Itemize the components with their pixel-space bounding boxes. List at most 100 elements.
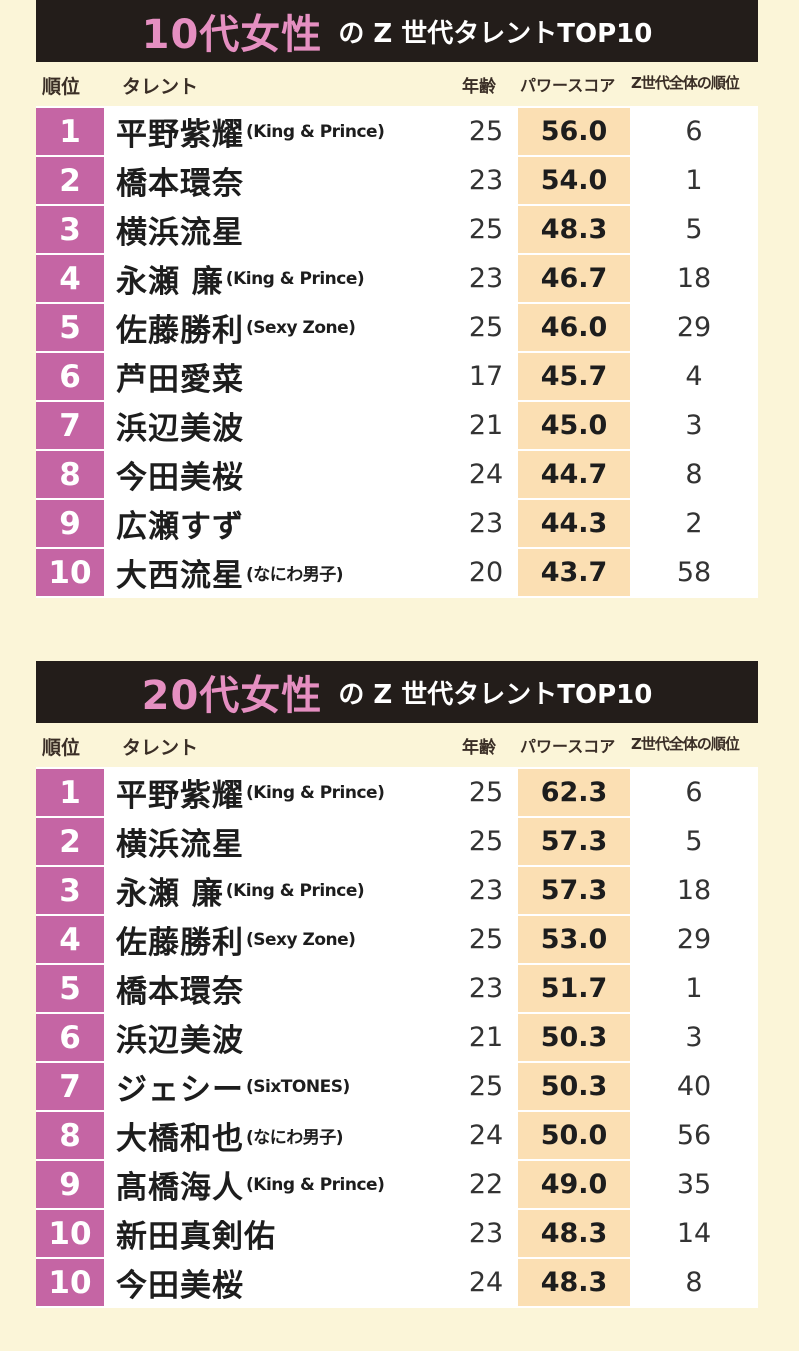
column-header-talent: タレント	[122, 737, 199, 759]
talent-name: 平野紫耀	[116, 778, 244, 814]
age-cell: 25	[468, 116, 504, 147]
table-row: 7 浜辺美波 21 45.0 3	[36, 400, 758, 449]
talent-name: 今田美桜	[116, 460, 244, 496]
talent-group: (SixTONES)	[246, 1076, 350, 1097]
talent-cell: 永瀬 廉 (King & Prince)	[116, 255, 365, 302]
rank-cell: 7	[36, 1063, 104, 1110]
talent-cell: 芦田愛菜	[116, 353, 246, 400]
age-cell: 20	[468, 557, 504, 588]
rank-cell: 3	[36, 867, 104, 914]
talent-name: 今田美桜	[116, 1268, 244, 1304]
power-score-cell: 44.3	[518, 500, 630, 547]
rank-cell: 10	[36, 549, 104, 596]
overall-rank-cell: 18	[676, 875, 712, 906]
table-row: 5 橋本環奈 23 51.7 1	[36, 963, 758, 1012]
talent-cell: 橋本環奈	[116, 965, 246, 1012]
talent-cell: 平野紫耀 (King & Prince)	[116, 769, 385, 816]
overall-rank-cell: 14	[676, 1218, 712, 1249]
age-cell: 25	[468, 777, 504, 808]
column-header-row: 順位 タレント 年齢 パワースコア Z世代全体の順位	[36, 723, 758, 767]
talent-cell: 佐藤勝利 (Sexy Zone)	[116, 916, 356, 963]
age-cell: 24	[468, 1120, 504, 1151]
overall-rank-cell: 29	[676, 312, 712, 343]
column-header-overall-rank: Z世代全体の順位	[631, 735, 740, 753]
talent-group: (King & Prince)	[225, 268, 365, 289]
table-title-banner: 10代女性 の Z 世代タレントTOP10	[36, 0, 758, 62]
overall-rank-cell: 6	[685, 777, 703, 808]
talent-cell: 今田美桜	[116, 451, 246, 498]
age-cell: 23	[468, 973, 504, 1004]
overall-rank-cell: 6	[685, 116, 703, 147]
talent-name: 橋本環奈	[116, 166, 244, 202]
overall-rank-cell: 40	[676, 1071, 712, 1102]
table-row: 4 永瀬 廉 (King & Prince) 23 46.7 18	[36, 253, 758, 302]
talent-name: 芦田愛菜	[116, 362, 244, 398]
table-row: 6 芦田愛菜 17 45.7 4	[36, 351, 758, 400]
power-score-cell: 45.7	[518, 353, 630, 400]
rank-cell: 7	[36, 402, 104, 449]
overall-rank-cell: 35	[676, 1169, 712, 1200]
age-cell: 24	[468, 459, 504, 490]
age-cell: 17	[468, 361, 504, 392]
talent-cell: 平野紫耀 (King & Prince)	[116, 108, 385, 155]
rank-cell: 3	[36, 206, 104, 253]
rank-cell: 8	[36, 451, 104, 498]
power-score-cell: 46.0	[518, 304, 630, 351]
power-score-cell: 44.7	[518, 451, 630, 498]
talent-cell: ジェシー (SixTONES)	[116, 1063, 350, 1110]
age-cell: 23	[468, 1218, 504, 1249]
overall-rank-cell: 5	[685, 826, 703, 857]
table-row: 10 新田真剣佑 23 48.3 14	[36, 1208, 758, 1257]
column-header-age: 年齢	[462, 738, 496, 758]
age-cell: 25	[468, 826, 504, 857]
talent-name: 永瀬 廉	[116, 264, 224, 300]
talent-cell: 永瀬 廉 (King & Prince)	[116, 867, 365, 914]
age-cell: 21	[468, 410, 504, 441]
talent-name: 永瀬 廉	[116, 876, 224, 912]
power-score-cell: 50.3	[518, 1014, 630, 1061]
ranking-table-teens: 10代女性 の Z 世代タレントTOP10 順位 タレント 年齢 パワースコア …	[36, 0, 758, 598]
rank-cell: 9	[36, 500, 104, 547]
power-score-cell: 54.0	[518, 157, 630, 204]
rank-cell: 2	[36, 157, 104, 204]
overall-rank-cell: 4	[685, 361, 703, 392]
talent-group: (King & Prince)	[246, 121, 385, 142]
table-row: 6 浜辺美波 21 50.3 3	[36, 1012, 758, 1061]
table-row: 10 大西流星 (なにわ男子) 20 43.7 58	[36, 547, 758, 598]
rank-cell: 6	[36, 1014, 104, 1061]
talent-name: 大西流星	[116, 558, 244, 594]
rank-cell: 6	[36, 353, 104, 400]
talent-name: 横浜流星	[116, 215, 244, 251]
talent-name: 浜辺美波	[116, 411, 244, 447]
talent-name: 橋本環奈	[116, 974, 244, 1010]
overall-rank-cell: 1	[685, 165, 703, 196]
table-body: 1 平野紫耀 (King & Prince) 25 56.0 6 2 橋本環奈 23 54.0 1 3…	[36, 106, 758, 598]
overall-rank-cell: 8	[685, 459, 703, 490]
table-row: 1 平野紫耀 (King & Prince) 25 62.3 6	[36, 767, 758, 816]
age-cell: 25	[468, 312, 504, 343]
talent-cell: 浜辺美波	[116, 1014, 246, 1061]
overall-rank-cell: 3	[685, 1022, 703, 1053]
column-header-score: パワースコア	[520, 737, 616, 756]
age-cell: 25	[468, 214, 504, 245]
column-header-overall-rank: Z世代全体の順位	[631, 74, 740, 92]
talent-name: 佐藤勝利	[116, 925, 244, 961]
rank-cell: 10	[36, 1259, 104, 1306]
talent-cell: 広瀬すず	[116, 500, 246, 547]
power-score-cell: 56.0	[518, 108, 630, 155]
talent-name: 髙橋海人	[116, 1170, 244, 1206]
rank-cell: 1	[36, 769, 104, 816]
age-cell: 21	[468, 1022, 504, 1053]
talent-cell: 横浜流星	[116, 206, 246, 253]
power-score-cell: 48.3	[518, 1259, 630, 1306]
rank-cell: 9	[36, 1161, 104, 1208]
rank-cell: 8	[36, 1112, 104, 1159]
table-row: 1 平野紫耀 (King & Prince) 25 56.0 6	[36, 106, 758, 155]
talent-group: (なにわ男子)	[246, 565, 344, 585]
overall-rank-cell: 1	[685, 973, 703, 1004]
overall-rank-cell: 5	[685, 214, 703, 245]
talent-name: 平野紫耀	[116, 117, 244, 153]
rank-cell: 10	[36, 1210, 104, 1257]
overall-rank-cell: 2	[685, 508, 703, 539]
column-header-score: パワースコア	[520, 76, 616, 95]
